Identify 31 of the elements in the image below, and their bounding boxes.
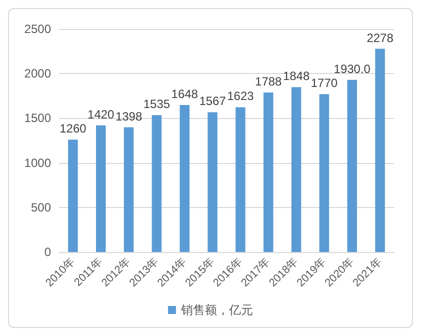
bar [208, 112, 218, 252]
bar [68, 140, 78, 252]
bar [263, 92, 274, 252]
y-tick-label: 2000 [24, 66, 52, 81]
y-tick-label: 500 [30, 200, 52, 214]
data-label: 2278 [366, 30, 394, 45]
data-label: 1398 [115, 109, 142, 124]
y-tick-label: 2500 [24, 22, 52, 36]
y-tick-label: 1500 [24, 111, 52, 126]
y-tick-label: 0 [44, 245, 52, 259]
bar [375, 48, 385, 252]
bar [236, 107, 246, 252]
data-label: 1788 [255, 74, 282, 89]
data-label: 1567 [199, 94, 226, 108]
bar [152, 115, 162, 252]
bar [319, 94, 330, 252]
data-label: 1848 [282, 69, 310, 84]
bar [96, 125, 106, 252]
bar [180, 105, 190, 252]
legend-label: 销售额，亿元 [180, 303, 253, 317]
bar [347, 80, 358, 252]
data-label: 1420 [88, 107, 115, 122]
data-label: 1648 [171, 87, 198, 101]
data-label: 1770 [310, 76, 338, 90]
bar [291, 87, 302, 252]
bar [124, 127, 134, 252]
y-tick-label: 1000 [24, 156, 52, 170]
data-label: 1535 [143, 97, 170, 112]
data-label: 1260 [60, 122, 87, 136]
data-label: 1623 [227, 89, 254, 104]
data-label: 1930.0 [334, 62, 371, 76]
